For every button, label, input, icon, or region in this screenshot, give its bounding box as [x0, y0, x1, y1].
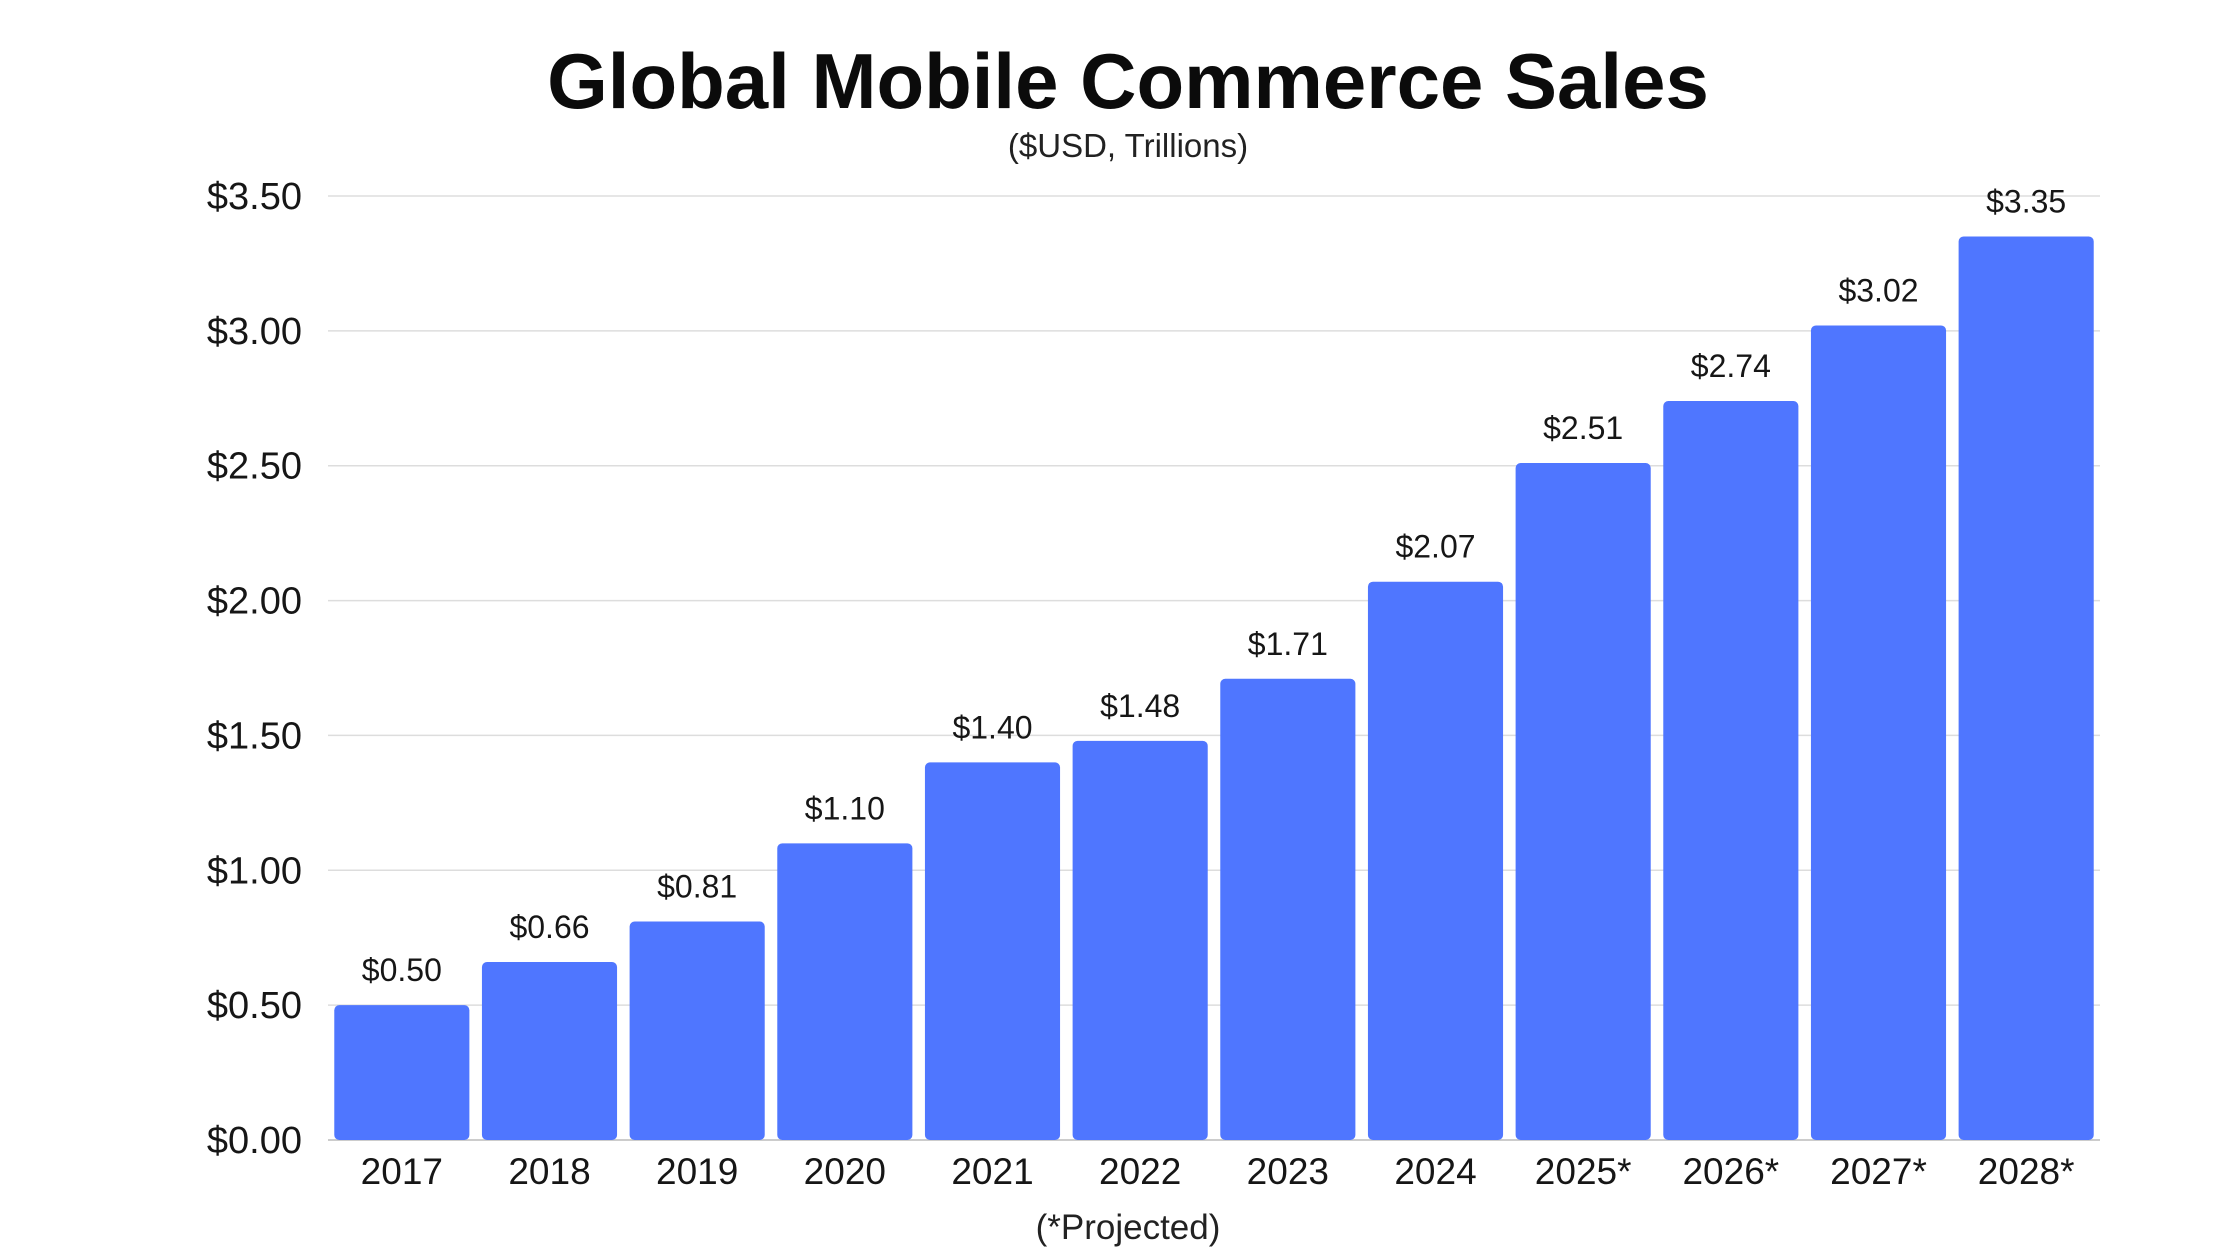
- bar: [777, 843, 913, 1140]
- bars-layer: [334, 236, 2094, 1140]
- bar-value-label: $3.35: [1986, 183, 2066, 219]
- bar-value-label: $0.81: [657, 869, 737, 905]
- x-tick-label: 2027*: [1830, 1151, 1927, 1192]
- x-tick-label: 2023: [1247, 1151, 1329, 1192]
- y-tick-label: $1.00: [207, 850, 302, 892]
- x-tick-label: 2020: [804, 1151, 886, 1192]
- labels-layer: $0.50 $0.66 $0.81 $1.10 $1.40 $1.48 $1.71 $2.07…: [362, 183, 2066, 988]
- bar: [1958, 236, 2094, 1140]
- bar: [334, 1005, 470, 1140]
- bar-value-label: $2.74: [1691, 348, 1771, 384]
- x-tick-label: 2024: [1394, 1151, 1476, 1192]
- bar: [1220, 678, 1356, 1140]
- y-tick-label: $2.50: [207, 446, 302, 488]
- x-tick-label: 2017: [361, 1151, 443, 1192]
- bar: [629, 921, 765, 1140]
- bar-value-label: $1.40: [952, 709, 1032, 745]
- x-tick-label: 2028*: [1978, 1151, 2075, 1192]
- x-tick-label: 2018: [508, 1151, 590, 1192]
- bar: [481, 961, 618, 1140]
- bar: [1072, 740, 1208, 1140]
- y-tick-label: $2.00: [207, 581, 302, 623]
- chart-subtitle: ($USD, Trillions): [1008, 127, 1248, 164]
- x-tick-label: 2021: [951, 1151, 1033, 1192]
- x-tick-label: 2019: [656, 1151, 738, 1192]
- y-axis: $0.00 $0.50 $1.00 $1.50 $2.00 $2.50 $3.00 $3.50: [207, 176, 302, 1162]
- y-tick-label: $3.50: [207, 176, 302, 218]
- bar-value-label: $2.51: [1543, 410, 1623, 446]
- y-tick-label: $0.00: [207, 1120, 302, 1162]
- bar-value-label: $2.07: [1395, 529, 1475, 565]
- chart-title: Global Mobile Commerce Sales: [547, 37, 1709, 125]
- bar-value-label: $1.10: [805, 790, 885, 826]
- bar: [1515, 463, 1651, 1140]
- bar: [1367, 581, 1504, 1140]
- grid-layer: [328, 195, 2100, 1141]
- bar-value-label: $0.66: [509, 909, 589, 945]
- x-tick-label: 2025*: [1535, 1151, 1632, 1192]
- x-axis-label: (*Projected): [1036, 1208, 1221, 1247]
- y-tick-label: $3.00: [207, 311, 302, 353]
- y-tick-label: $1.50: [207, 715, 302, 757]
- bar: [1810, 325, 1947, 1140]
- bar: [924, 762, 1061, 1140]
- y-tick-label: $0.50: [207, 985, 302, 1027]
- bar-value-label: $1.48: [1100, 688, 1180, 724]
- x-tick-label: 2022: [1099, 1151, 1181, 1192]
- x-tick-label: 2026*: [1682, 1151, 1779, 1192]
- bar-value-label: $1.71: [1248, 626, 1328, 662]
- bar-value-label: $0.50: [362, 952, 442, 988]
- bar-value-label: $3.02: [1838, 272, 1918, 308]
- x-axis: 2017 2018 2019 2020 2021 2022 2023 2024 2025* 202…: [361, 1151, 2075, 1192]
- bar: [1663, 400, 1799, 1140]
